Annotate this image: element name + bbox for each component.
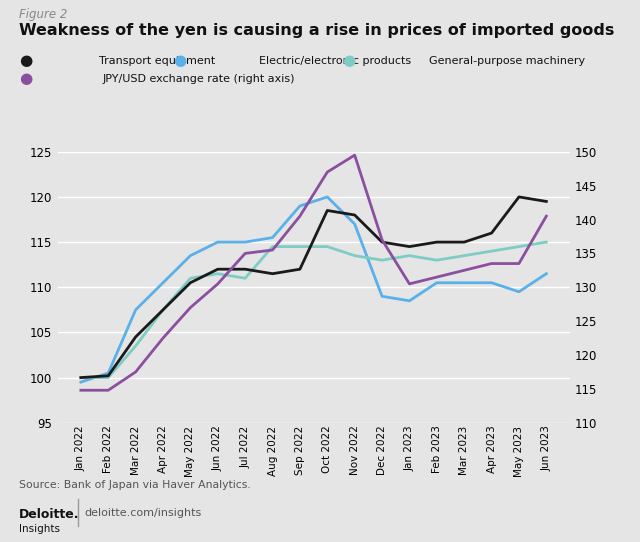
Text: Weakness of the yen is causing a rise in prices of imported goods: Weakness of the yen is causing a rise in… <box>19 23 614 38</box>
Text: Electric/electronic products: Electric/electronic products <box>259 56 412 66</box>
Text: ●: ● <box>19 53 33 68</box>
Text: ●: ● <box>19 71 33 86</box>
Text: Figure 2: Figure 2 <box>19 8 68 21</box>
Text: deloitte.com/insights: deloitte.com/insights <box>84 508 202 518</box>
Text: Source: Bank of Japan via Haver Analytics.: Source: Bank of Japan via Haver Analytic… <box>19 480 251 489</box>
Text: Transport equipment: Transport equipment <box>99 56 216 66</box>
Text: JPY/USD exchange rate (right axis): JPY/USD exchange rate (right axis) <box>102 74 295 83</box>
Text: Deloitte.: Deloitte. <box>19 508 80 521</box>
Text: ●: ● <box>342 53 356 68</box>
Text: General-purpose machinery: General-purpose machinery <box>429 56 585 66</box>
Text: ●: ● <box>173 53 186 68</box>
Text: Insights: Insights <box>19 524 60 533</box>
